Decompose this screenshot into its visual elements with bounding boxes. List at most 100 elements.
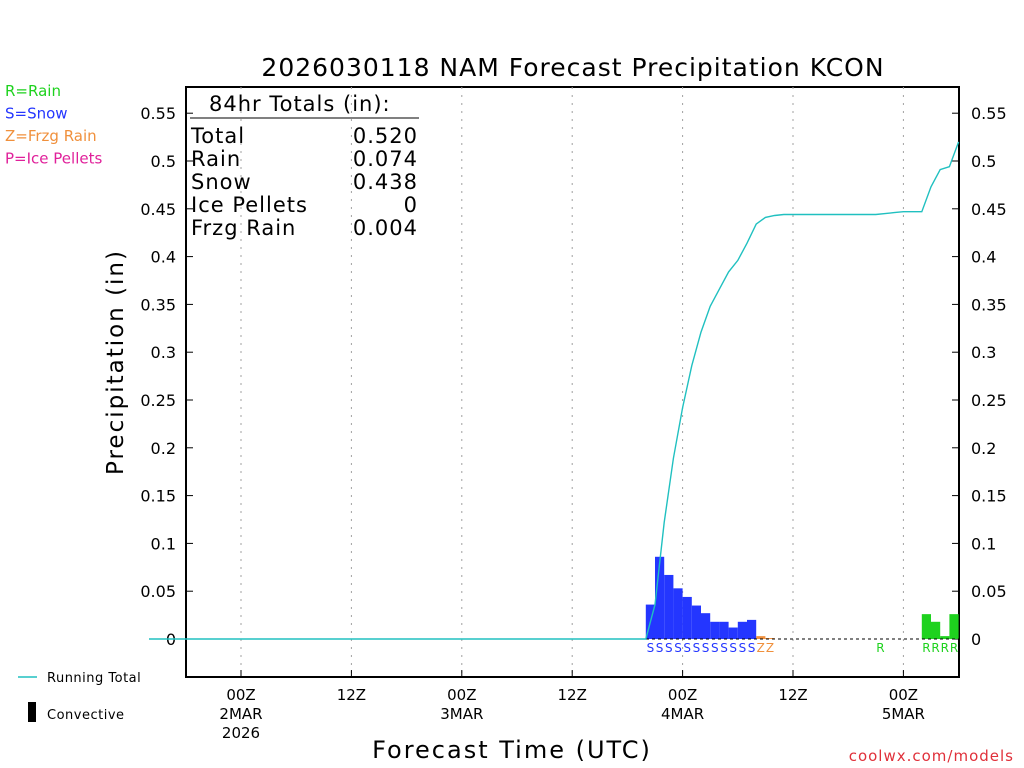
y-tick-label-right: 0.2: [971, 439, 996, 458]
x-tick-label: 12Z: [337, 686, 366, 704]
precip-bar: [719, 621, 729, 639]
x-tick-label: 12Z: [558, 686, 587, 704]
y-tick-label-right: 0.25: [971, 391, 1007, 410]
totals-row-label: Rain: [191, 147, 241, 171]
running-total-key-label: Running Total: [47, 671, 141, 686]
totals-row-value: 0.520: [353, 124, 418, 148]
y-tick-label-left: 0.15: [140, 487, 176, 506]
running-total-line: [149, 141, 960, 640]
totals-row-value: 0.004: [353, 216, 418, 240]
x-tick-label: 5MAR: [882, 705, 925, 723]
precip-type-legend: R=Rain S=Snow Z=Frzg Rain P=Ice Pellets: [5, 82, 102, 168]
chart-title: 2026030118 NAM Forecast Precipitation KC…: [261, 53, 884, 82]
totals-rows: Total 0.520 Rain 0.074 Snow 0.438 Ice Pellets 0…: [190, 124, 418, 240]
y-tick-label-right: 0.1: [971, 534, 996, 553]
precip-bar: [737, 621, 747, 639]
x-tick-label: 4MAR: [661, 705, 704, 723]
precip-bar: [940, 636, 950, 639]
precip-bar: [673, 588, 683, 639]
x-axis-label: Forecast Time (UTC): [372, 736, 652, 764]
x-tick-label: 00Z: [889, 686, 918, 704]
y-tick-label-left: 0.05: [140, 582, 176, 601]
precip-bar: [655, 556, 665, 639]
precip-type-letter: R: [922, 641, 930, 655]
x-tick-label: 2MAR: [219, 705, 262, 723]
precip-type-letter: S: [720, 641, 728, 655]
x-tick-label: 00Z: [447, 686, 476, 704]
precip-bar: [765, 638, 775, 639]
totals-box: 84hr Totals (in): Total 0.520 Rain 0.074 Sno…: [190, 92, 419, 240]
precip-type-letter: S: [647, 641, 655, 655]
convective-key-label: Convective: [47, 708, 125, 723]
precip-bar: [728, 627, 738, 639]
totals-row-label: Frzg Rain: [191, 216, 296, 240]
x-tick-label: 3MAR: [440, 705, 483, 723]
precip-bar: [710, 621, 720, 639]
convective-key-swatch: [28, 702, 36, 722]
precip-type-letter: R: [950, 641, 958, 655]
y-tick-label-left: 0.45: [140, 200, 176, 219]
precip-type-letter: S: [656, 641, 664, 655]
precip-type-letter: S: [711, 641, 719, 655]
type-legend-item: Z=Frzg Rain: [5, 127, 97, 145]
y-tick-label-left: 0.1: [151, 534, 176, 553]
totals-row-label: Ice Pellets: [191, 193, 308, 217]
y-tick-label-left: 0.2: [151, 439, 176, 458]
precip-type-letter: S: [674, 641, 682, 655]
totals-header: 84hr Totals (in):: [209, 92, 391, 116]
type-legend-item: R=Rain: [5, 82, 61, 100]
precip-bars: [645, 556, 959, 639]
type-legend-item: S=Snow: [5, 105, 68, 123]
y-tick-label-right: 0.35: [971, 295, 1007, 314]
y-tick-label-right: 0.3: [971, 343, 996, 362]
precip-bar: [747, 619, 757, 639]
totals-row-value: 0: [404, 193, 418, 217]
y-tick-label-right: 0.15: [971, 487, 1007, 506]
precip-bar: [691, 605, 701, 639]
y-axis-ticks: 0 0 0.05 0.05 0.1 0.1 0.15 0.15 0.2 0.2 0.25 0.25 0.…: [140, 104, 1006, 649]
precip-type-letter: R: [876, 641, 884, 655]
source-footer: coolwx.com/models: [849, 747, 1014, 765]
precip-type-letter: S: [748, 641, 756, 655]
x-tick-label: 00Z: [226, 686, 255, 704]
totals-row-label: Total: [190, 124, 245, 148]
precip-type-letter: R: [941, 641, 949, 655]
totals-row-value: 0.074: [353, 147, 418, 171]
precip-type-letter: S: [693, 641, 701, 655]
y-tick-label-right: 0.05: [971, 582, 1007, 601]
y-tick-label-left: 0.35: [140, 295, 176, 314]
y-axis-label: Precipitation (in): [103, 249, 129, 475]
precip-type-letter: S: [729, 641, 737, 655]
precip-bar: [664, 574, 674, 639]
y-tick-label-right: 0.45: [971, 200, 1007, 219]
precip-bar: [701, 613, 711, 639]
x-tick-label: 00Z: [668, 686, 697, 704]
y-tick-label-left: 0.5: [151, 152, 176, 171]
y-tick-label-right: 0.5: [971, 152, 996, 171]
y-tick-label-right: 0.4: [971, 248, 996, 267]
precip-bar: [921, 614, 931, 639]
precip-type-letter: Z: [757, 641, 765, 655]
y-tick-label-right: 0: [971, 630, 981, 649]
y-tick-label-left: 0.3: [151, 343, 176, 362]
x-tick-label: 12Z: [778, 686, 807, 704]
precip-type-letter: S: [683, 641, 691, 655]
precip-bar: [949, 614, 959, 639]
precip-bar: [682, 596, 692, 639]
precip-type-letter: S: [739, 641, 747, 655]
y-tick-label-left: 0.4: [151, 248, 176, 267]
precip-bar: [756, 636, 766, 639]
precip-type-letter: Z: [766, 641, 774, 655]
y-tick-label-left: 0.25: [140, 391, 176, 410]
gridlines: [240, 87, 904, 677]
precip-type-letter: R: [931, 641, 939, 655]
type-legend-item: P=Ice Pellets: [5, 150, 102, 168]
precip-bar: [931, 621, 941, 639]
totals-row-value: 0.438: [353, 170, 418, 194]
x-tick-label: 2026: [222, 724, 260, 742]
precip-type-letter: S: [702, 641, 710, 655]
precip-type-letter: S: [665, 641, 673, 655]
